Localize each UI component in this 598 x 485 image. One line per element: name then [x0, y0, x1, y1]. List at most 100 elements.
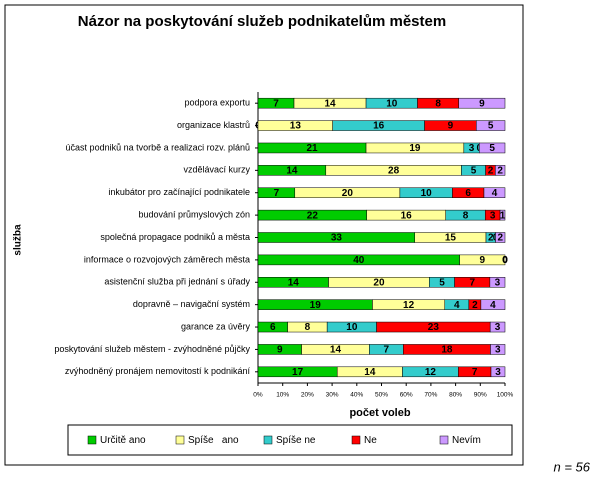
data-label: 17 [292, 367, 304, 378]
y-tick-label: garance za úvěry [181, 321, 251, 331]
data-label: 7 [469, 277, 475, 288]
legend-label: Nevím [452, 435, 481, 446]
data-label: 4 [492, 188, 498, 199]
data-label: 5 [488, 121, 494, 132]
y-axis-label: služba [13, 224, 24, 256]
data-label: 8 [435, 98, 441, 109]
chart-title: Názor na poskytování služeb podnikatelům… [78, 13, 446, 30]
x-tick-label: 0% [253, 392, 263, 399]
x-tick-label: 40% [350, 392, 363, 399]
data-label: 3 [495, 277, 501, 288]
data-label: 13 [290, 121, 302, 132]
bar-segment [489, 277, 506, 288]
data-label: 19 [310, 300, 322, 311]
bar-segment [476, 120, 506, 131]
data-label: 0 [502, 255, 508, 266]
x-tick-label: 90% [474, 392, 487, 399]
data-label: 9 [277, 345, 283, 356]
x-tick-label: 10% [276, 392, 289, 399]
data-label: 16 [401, 210, 413, 221]
data-label: 0 [502, 255, 508, 266]
y-tick-label: budování průmyslových zón [138, 209, 250, 219]
data-label: 22 [307, 210, 319, 221]
x-tick-label: 80% [449, 392, 462, 399]
data-label: 2 [497, 165, 503, 176]
data-label: 7 [273, 98, 279, 109]
data-label: 12 [425, 367, 437, 378]
data-label: 33 [331, 233, 343, 244]
data-label: 14 [288, 277, 300, 288]
data-label: 23 [428, 322, 440, 333]
legend-label: Ne [364, 435, 377, 446]
data-label: 7 [472, 367, 478, 378]
data-label: 2 [488, 233, 494, 244]
bar-segment [480, 299, 506, 310]
data-label: 14 [324, 98, 336, 109]
data-label: 40 [353, 255, 365, 266]
bar-segment [495, 165, 506, 176]
y-tick-label: poskytování služeb městem - zvýhodněné p… [54, 344, 250, 354]
data-label: 20 [373, 277, 385, 288]
data-label: 2 [472, 300, 478, 311]
bar-segment [489, 321, 506, 333]
y-tick-label: zvýhodněný pronájem nemovitostí k podnik… [65, 366, 251, 376]
data-label: 10 [386, 98, 398, 109]
data-label: 15 [445, 233, 457, 244]
data-label: 28 [388, 165, 400, 176]
legend-swatch [263, 435, 273, 445]
data-label: 9 [480, 255, 486, 266]
y-tick-label: vzdělávací kurzy [183, 165, 250, 175]
bar-segment [483, 187, 506, 198]
y-tick-label: asistenční služba při jednání s úřady [104, 277, 250, 287]
data-label: 20 [342, 188, 354, 199]
data-label: 8 [463, 210, 469, 221]
legend-label: Určitě ano [100, 435, 146, 446]
y-tick-label: společná propagace podniků a města [100, 232, 250, 242]
y-tick-label: účast podniků na tvorbě a realizaci rozv… [66, 142, 250, 152]
x-tick-label: 70% [424, 392, 437, 399]
data-label: 18 [441, 345, 453, 356]
bar-segment [479, 142, 506, 154]
data-label: 7 [384, 345, 390, 356]
data-label: 1 [500, 210, 506, 221]
y-tick-label: informace o rozvojových záměrech města [84, 254, 250, 264]
data-label: 14 [364, 367, 376, 378]
data-label: 2 [488, 165, 494, 176]
legend-label: Spíše ano [188, 435, 239, 446]
data-label: 12 [403, 300, 415, 311]
x-axis-label: počet voleb [349, 407, 410, 419]
y-tick-label: inkubátor pro začínající podnikatele [108, 187, 250, 197]
data-label: 16 [373, 121, 385, 132]
bar-segment [490, 366, 506, 378]
legend-swatch [175, 435, 185, 445]
data-label: 14 [330, 345, 342, 356]
data-label: 3 [495, 322, 501, 333]
data-label: 5 [471, 165, 477, 176]
data-label: 0 [502, 255, 508, 266]
data-label: 10 [346, 322, 358, 333]
bar-segment [499, 209, 506, 221]
x-tick-label: 100% [497, 392, 514, 399]
annotation: n = 56 [553, 459, 590, 474]
bar-segment [459, 254, 506, 266]
data-label: 3 [490, 210, 496, 221]
data-label: 5 [489, 143, 495, 154]
data-label: 14 [286, 165, 298, 176]
legend-swatch [439, 435, 449, 445]
bar-segment [495, 232, 506, 243]
data-label: 4 [454, 300, 460, 311]
data-label: 3 [495, 367, 501, 378]
y-tick-label: podpora exportu [184, 98, 250, 108]
data-label: 3 [495, 345, 501, 356]
x-tick-label: 30% [326, 392, 339, 399]
y-tick-label: dopravně – navigační systém [133, 299, 250, 309]
x-tick-label: 50% [375, 392, 388, 399]
data-label: 3 [469, 143, 475, 154]
data-label: 6 [465, 188, 471, 199]
legend-swatch [87, 435, 97, 445]
data-label: 9 [448, 121, 454, 132]
bar-segment [490, 344, 506, 355]
data-label: 8 [305, 322, 311, 333]
